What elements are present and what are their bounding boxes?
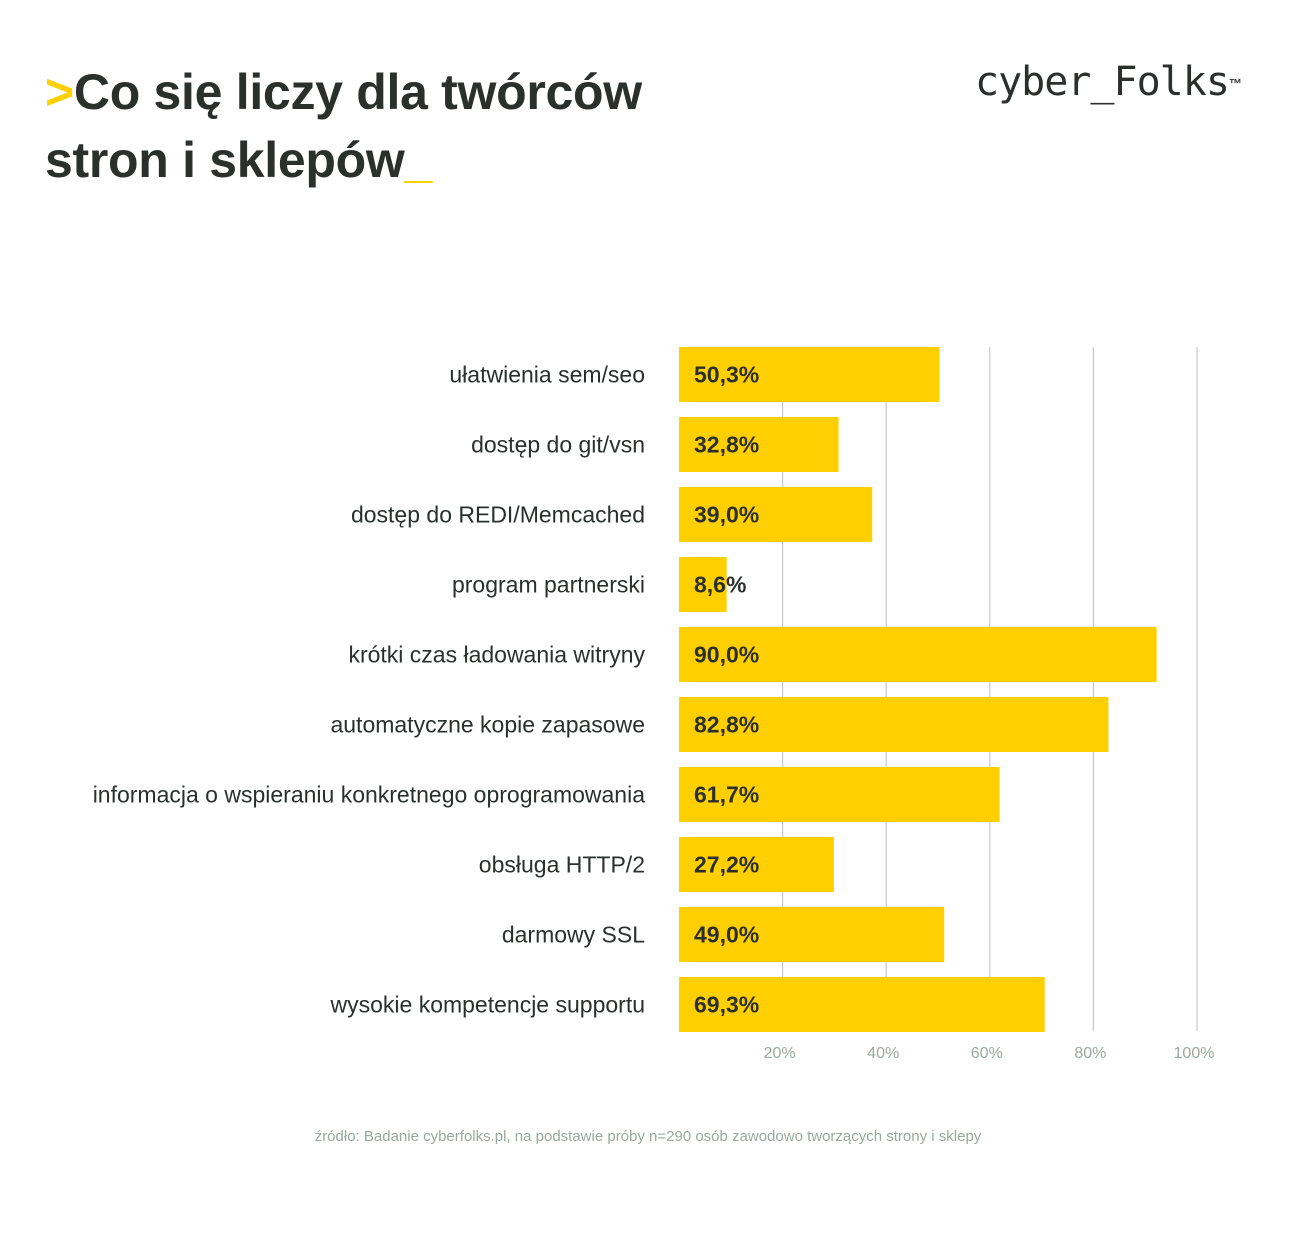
bars xyxy=(679,347,1157,1032)
title-line-2: stron i sklepów xyxy=(45,132,405,188)
category-label: dostęp do git/vsn xyxy=(471,432,645,458)
bar xyxy=(679,347,940,402)
category-label: informacja o wspieraniu konkretnego opro… xyxy=(93,782,646,808)
value-label: 50,3% xyxy=(694,362,759,388)
value-label: 82,8% xyxy=(694,712,759,738)
x-tick-label: 100% xyxy=(1174,1045,1215,1062)
bar xyxy=(679,907,945,962)
value-label: 8,6% xyxy=(694,572,746,598)
x-tick-label: 80% xyxy=(1074,1045,1106,1062)
bar xyxy=(679,417,839,472)
x-axis-ticks: 20% 40% 60% 80% 100% xyxy=(764,1045,1215,1062)
category-labels: ułatwienia sem/seo dostęp do git/vsn dostę… xyxy=(93,362,646,1018)
value-label: 61,7% xyxy=(694,782,759,808)
category-label: dostęp do REDI/Memcached xyxy=(351,502,645,528)
bar xyxy=(679,697,1109,752)
value-label: 69,3% xyxy=(694,992,759,1018)
bar xyxy=(679,487,873,542)
brand-logo: cyber_Folks™ xyxy=(975,58,1242,106)
x-tick-label: 60% xyxy=(971,1045,1003,1062)
logo-text: cyber_Folks xyxy=(975,59,1230,105)
value-label: 49,0% xyxy=(694,922,759,948)
value-label: 27,2% xyxy=(694,852,759,878)
category-label: ułatwienia sem/seo xyxy=(449,362,645,388)
title-line-1: Co się liczy dla twórców xyxy=(73,64,642,120)
value-label: 39,0% xyxy=(694,502,759,528)
title-prefix: > xyxy=(45,64,74,120)
category-label: obsługa HTTP/2 xyxy=(479,852,645,878)
x-tick-label: 40% xyxy=(867,1045,899,1062)
value-label: 32,8% xyxy=(694,432,759,458)
chart-title: >Co się liczy dla twórców stron i sklepów… xyxy=(45,58,642,194)
category-label: program partnerski xyxy=(452,572,645,598)
trademark-mark: ™ xyxy=(1228,76,1242,91)
bar xyxy=(679,557,727,612)
category-label: wysokie kompetencje supportu xyxy=(330,992,646,1018)
title-suffix: _ xyxy=(404,132,432,188)
value-labels: 50,3% 32,8% 39,0% 8,6% 90,0% 82,8% 61,7% 27,2% 4… xyxy=(694,362,759,1018)
bar xyxy=(679,627,1157,682)
bar xyxy=(679,837,834,892)
bar xyxy=(679,977,1045,1032)
x-tick-label: 20% xyxy=(764,1045,796,1062)
source-note: źródło: Badanie cyberfolks.pl, na podsta… xyxy=(314,1128,982,1145)
category-label: krótki czas ładowania witryny xyxy=(348,642,645,668)
category-label: automatyczne kopie zapasowe xyxy=(330,712,645,738)
bar xyxy=(679,767,1000,822)
category-label: darmowy SSL xyxy=(502,922,645,948)
value-label: 90,0% xyxy=(694,642,759,668)
